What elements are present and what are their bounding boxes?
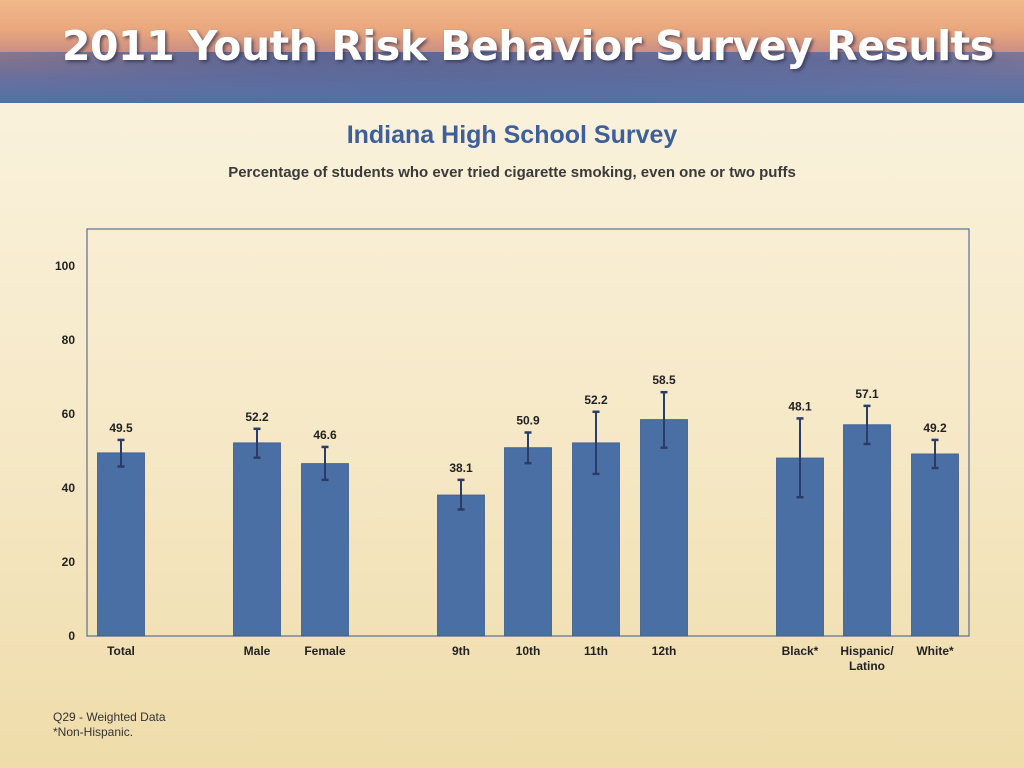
x-tick-label: 10th	[516, 644, 541, 658]
data-label: 49.2	[923, 421, 947, 435]
data-label: 49.5	[109, 421, 133, 435]
x-tick-label: White*	[916, 644, 954, 658]
bar-2	[233, 442, 281, 637]
x-tick-label: 12th	[652, 644, 677, 658]
data-label: 50.9	[516, 414, 540, 428]
data-label: 38.1	[449, 461, 473, 475]
bar-4	[437, 494, 485, 637]
y-tick-label: 100	[55, 259, 75, 273]
x-tick-label: 11th	[584, 644, 608, 658]
x-tick-label: Total	[107, 644, 135, 658]
data-label: 46.6	[313, 428, 337, 442]
bar-5	[504, 447, 552, 637]
header-banner: 2011 Youth Risk Behavior Survey Results	[0, 0, 1024, 103]
x-tick-label: Male	[244, 644, 271, 658]
page-title: 2011 Youth Risk Behavior Survey Results	[62, 22, 994, 70]
data-label: 52.2	[245, 410, 269, 424]
x-tick-label: 9th	[452, 644, 470, 658]
data-label: 58.5	[652, 373, 676, 387]
bar-9	[843, 424, 891, 637]
data-label: 48.1	[788, 399, 812, 413]
y-tick-label: 20	[62, 555, 76, 569]
data-label: 52.2	[584, 393, 608, 407]
data-label: 57.1	[855, 387, 879, 401]
footnote-non-hispanic: *Non-Hispanic.	[53, 725, 134, 739]
x-tick-label-line2: Latino	[849, 659, 885, 673]
y-tick-label: 40	[62, 481, 76, 495]
bar-10	[911, 453, 959, 637]
y-tick-label: 60	[62, 407, 76, 421]
chart-subtitle: Percentage of students who ever tried ci…	[228, 164, 796, 181]
bar-1	[97, 452, 145, 637]
y-tick-label: 80	[62, 333, 76, 347]
chart-title: Indiana High School Survey	[346, 121, 678, 149]
y-tick-label: 0	[68, 629, 75, 643]
x-tick-label: Hispanic/	[840, 644, 894, 658]
x-tick-label: Black*	[782, 644, 819, 658]
bar-7	[640, 419, 688, 637]
x-tick-label: Female	[304, 644, 346, 658]
footnote-weighted: Q29 - Weighted Data	[53, 710, 166, 724]
bar-3	[301, 463, 349, 637]
